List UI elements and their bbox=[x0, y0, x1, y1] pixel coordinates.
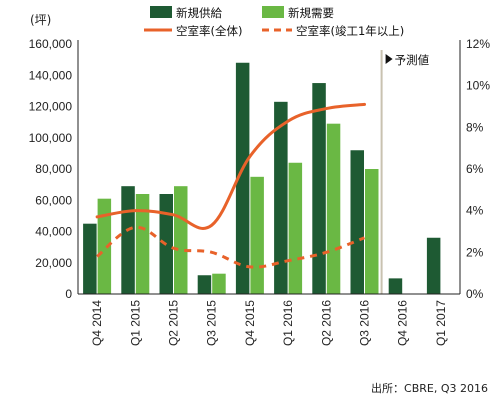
line-vacancy-1yr bbox=[96, 225, 366, 269]
bar-demand bbox=[365, 169, 379, 294]
y-left-tick-label: 120,000 bbox=[29, 100, 73, 114]
y-left-tick-label: 40,000 bbox=[35, 225, 72, 239]
legend-swatch-supply bbox=[150, 6, 172, 18]
legend-label-vacancy-total: 空室率(全体) bbox=[176, 24, 242, 38]
y-left-tick-label: 60,000 bbox=[35, 193, 72, 207]
bar-supply bbox=[83, 223, 97, 294]
bar-supply bbox=[121, 186, 135, 294]
bar-supply bbox=[426, 237, 441, 294]
y-left-tick-label: 20,000 bbox=[35, 256, 72, 270]
x-category-label: Q1 2017 bbox=[434, 300, 448, 346]
y-right-tick-label: 6% bbox=[466, 162, 484, 176]
x-category-label: Q1 2016 bbox=[281, 300, 295, 346]
y-right-tick-label: 12% bbox=[466, 37, 490, 51]
bar-supply bbox=[235, 62, 250, 294]
x-category-label: Q4 2016 bbox=[396, 300, 410, 346]
x-category-label: Q2 2016 bbox=[319, 300, 333, 346]
y-right-tick-label: 0% bbox=[466, 287, 484, 301]
y-left-tick-label: 140,000 bbox=[29, 68, 73, 82]
bar-demand bbox=[250, 176, 264, 294]
bar-supply bbox=[197, 275, 212, 294]
x-category-label: Q3 2016 bbox=[358, 300, 372, 346]
bar-demand bbox=[174, 186, 188, 294]
bar-supply bbox=[274, 101, 288, 294]
bar-demand bbox=[97, 198, 112, 294]
y-left-tick-label: 0 bbox=[65, 287, 72, 301]
bar-supply bbox=[312, 83, 326, 294]
y-left-unit-label: (坪) bbox=[30, 13, 51, 27]
forecast-label: 予測値 bbox=[395, 53, 430, 67]
y-left-ticks: 0 20,000 40,000 60,000 80,000 100,000 120,000 1… bbox=[29, 37, 73, 301]
legend-label-demand: 新規需要 bbox=[288, 6, 334, 20]
x-category-labels: Q4 2014 Q1 2015 Q2 2015 Q3 2015 Q4 2015 Q1 20… bbox=[90, 300, 448, 346]
x-category-label: Q4 2014 bbox=[90, 300, 104, 346]
y-left-tick-label: 80,000 bbox=[35, 162, 72, 176]
bars bbox=[83, 62, 441, 294]
y-left-tick-label: 100,000 bbox=[29, 131, 73, 145]
legend-label-vacancy-1yr: 空室率(竣工1年以上) bbox=[296, 24, 404, 38]
source-note: 出所：CBRE, Q3 2016 bbox=[371, 381, 488, 395]
forecast-marker: 予測値 bbox=[380, 50, 430, 294]
bar-demand bbox=[212, 273, 226, 294]
x-category-label: Q2 2015 bbox=[167, 300, 181, 346]
bar-demand bbox=[288, 162, 303, 294]
y-left-tick-label: 160,000 bbox=[29, 37, 73, 51]
legend-swatch-demand bbox=[262, 6, 284, 18]
line-vacancy-total bbox=[95, 102, 366, 230]
y-right-tick-label: 4% bbox=[466, 204, 484, 218]
y-right-tick-label: 8% bbox=[466, 120, 484, 134]
x-category-label: Q4 2015 bbox=[243, 300, 257, 346]
x-category-label: Q3 2015 bbox=[205, 300, 219, 346]
forecast-arrow-icon bbox=[385, 54, 393, 64]
bar-demand bbox=[326, 123, 341, 294]
bar-supply bbox=[350, 150, 364, 294]
x-category-label: Q1 2015 bbox=[128, 300, 142, 346]
axes bbox=[77, 40, 461, 295]
legend-label-supply: 新規供給 bbox=[176, 6, 222, 20]
y-right-tick-label: 2% bbox=[466, 245, 484, 259]
bar-supply bbox=[388, 278, 403, 294]
bar-demand bbox=[135, 194, 150, 294]
y-right-ticks: 0% 2% 4% 6% 8% 10% 12% bbox=[466, 37, 490, 301]
y-right-tick-label: 10% bbox=[466, 79, 490, 93]
lines bbox=[95, 102, 366, 269]
